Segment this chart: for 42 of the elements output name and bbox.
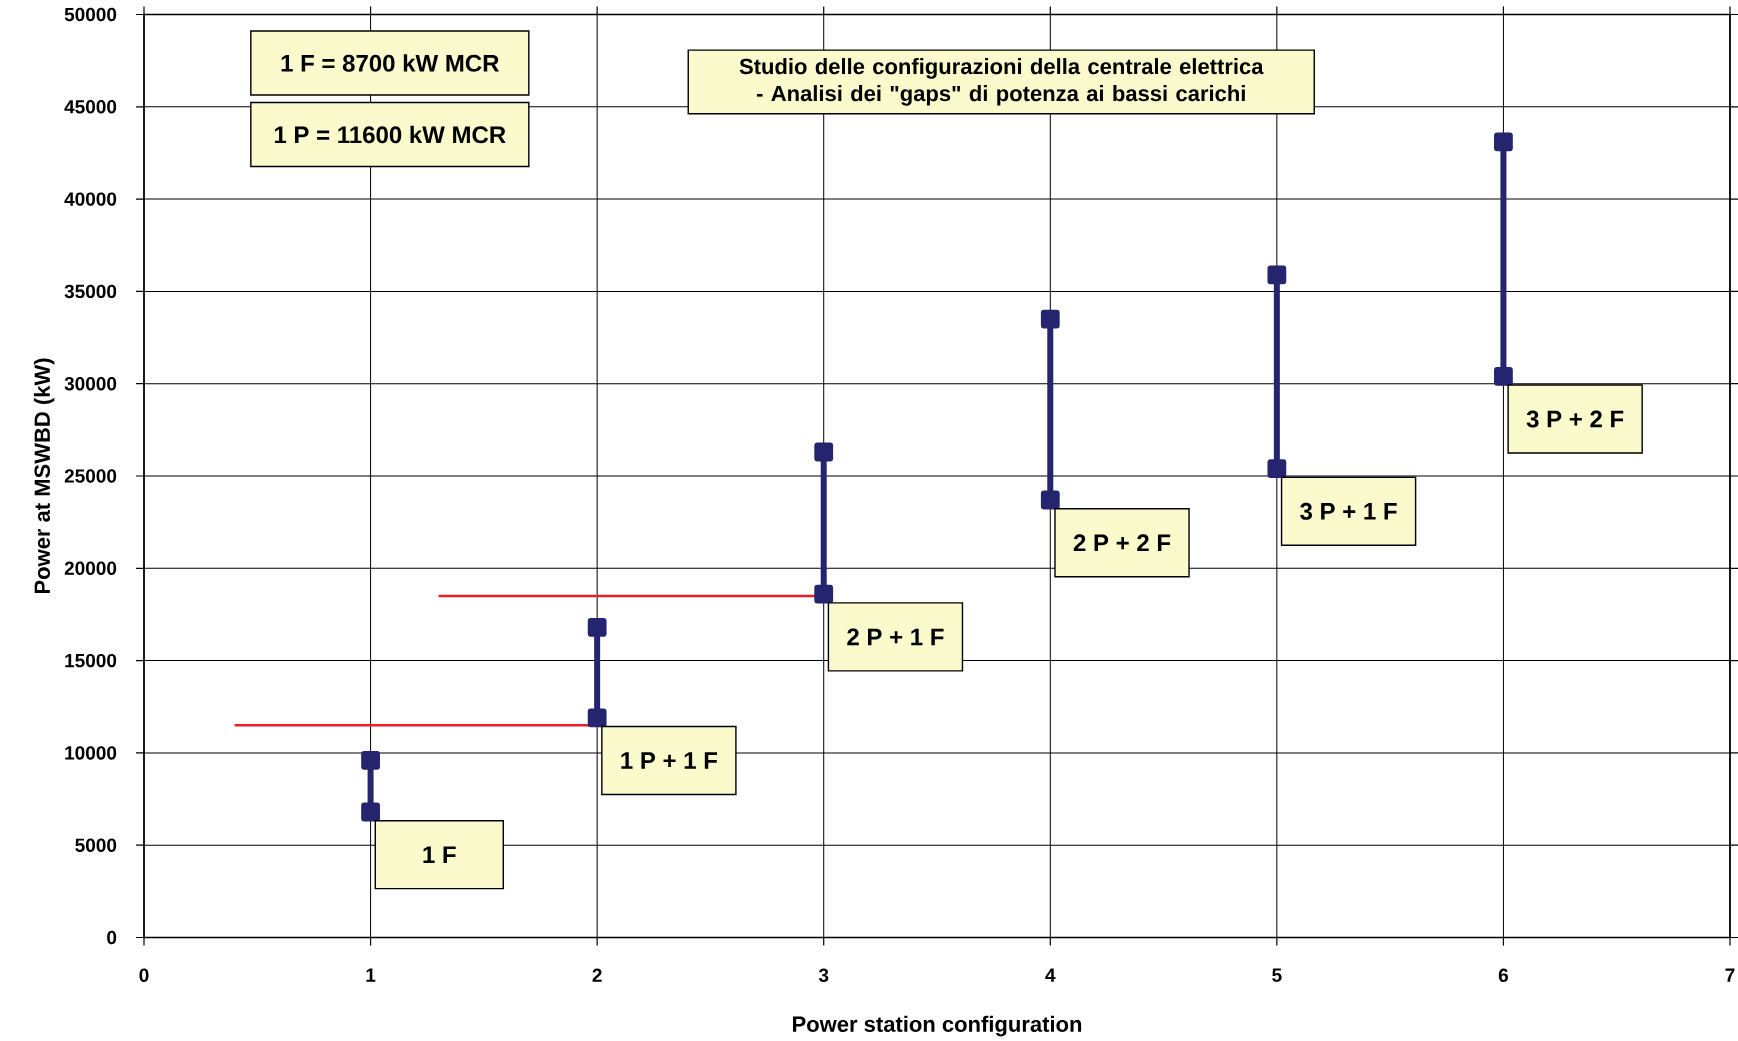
x-tick-label: 0 <box>139 968 149 983</box>
annotation: 2 P + 2 F <box>1073 534 1171 552</box>
point <box>1267 459 1287 479</box>
y-tick-label: 5000 <box>75 838 117 852</box>
y-tick-label: 40000 <box>64 192 117 206</box>
point <box>1040 490 1060 510</box>
x-tick-label: 7 <box>1725 968 1735 982</box>
annotation: 1 P = 11600 kW MCR <box>274 125 506 144</box>
point <box>1267 265 1287 285</box>
y-tick-label: 35000 <box>64 284 117 299</box>
y-tick-label: 45000 <box>64 100 117 114</box>
y-tick-label: 10000 <box>65 746 117 760</box>
x-tick-label: 4 <box>1045 968 1056 982</box>
point <box>1040 309 1060 329</box>
y-tick-label: 25000 <box>64 469 117 483</box>
annotation: 3 P + 2 F <box>1526 410 1624 428</box>
x-tick-label: 3 <box>818 968 829 983</box>
annotation: 1 F = 8700 kW MCR <box>281 54 500 72</box>
point <box>1494 132 1513 152</box>
point <box>814 442 834 462</box>
y-tick-label: 15000 <box>65 653 117 668</box>
point <box>361 802 380 822</box>
point <box>814 584 834 604</box>
point <box>361 750 380 770</box>
y-tick-label: 0 <box>107 930 117 945</box>
x-tick-label: 6 <box>1498 968 1509 983</box>
x-tick-label: 2 <box>592 968 602 982</box>
x-tick-label: 5 <box>1272 968 1282 982</box>
y-axis-title: Power at MSWBD (kW) <box>33 358 55 594</box>
x-tick-label: 1 <box>366 968 376 982</box>
y-tick-label: 50000 <box>64 7 117 22</box>
y-tick-label: 30000 <box>64 376 117 391</box>
annotation: 1 F <box>423 846 456 863</box>
annotation: 1 P + 1 F <box>621 752 717 769</box>
point <box>1494 366 1513 386</box>
annotation: 3 P + 1 F <box>1300 502 1397 520</box>
point <box>587 617 607 637</box>
point <box>587 708 607 728</box>
x-axis-title: Power station configuration <box>793 1015 1082 1037</box>
annotation: 2 P + 1 F <box>847 628 944 646</box>
chart-title: Studio delle configurazioni della centrale elettrica - Analisi dei "gaps" di potenza ai bassi carichi <box>739 58 1264 106</box>
y-tick-label: 20000 <box>64 561 117 576</box>
